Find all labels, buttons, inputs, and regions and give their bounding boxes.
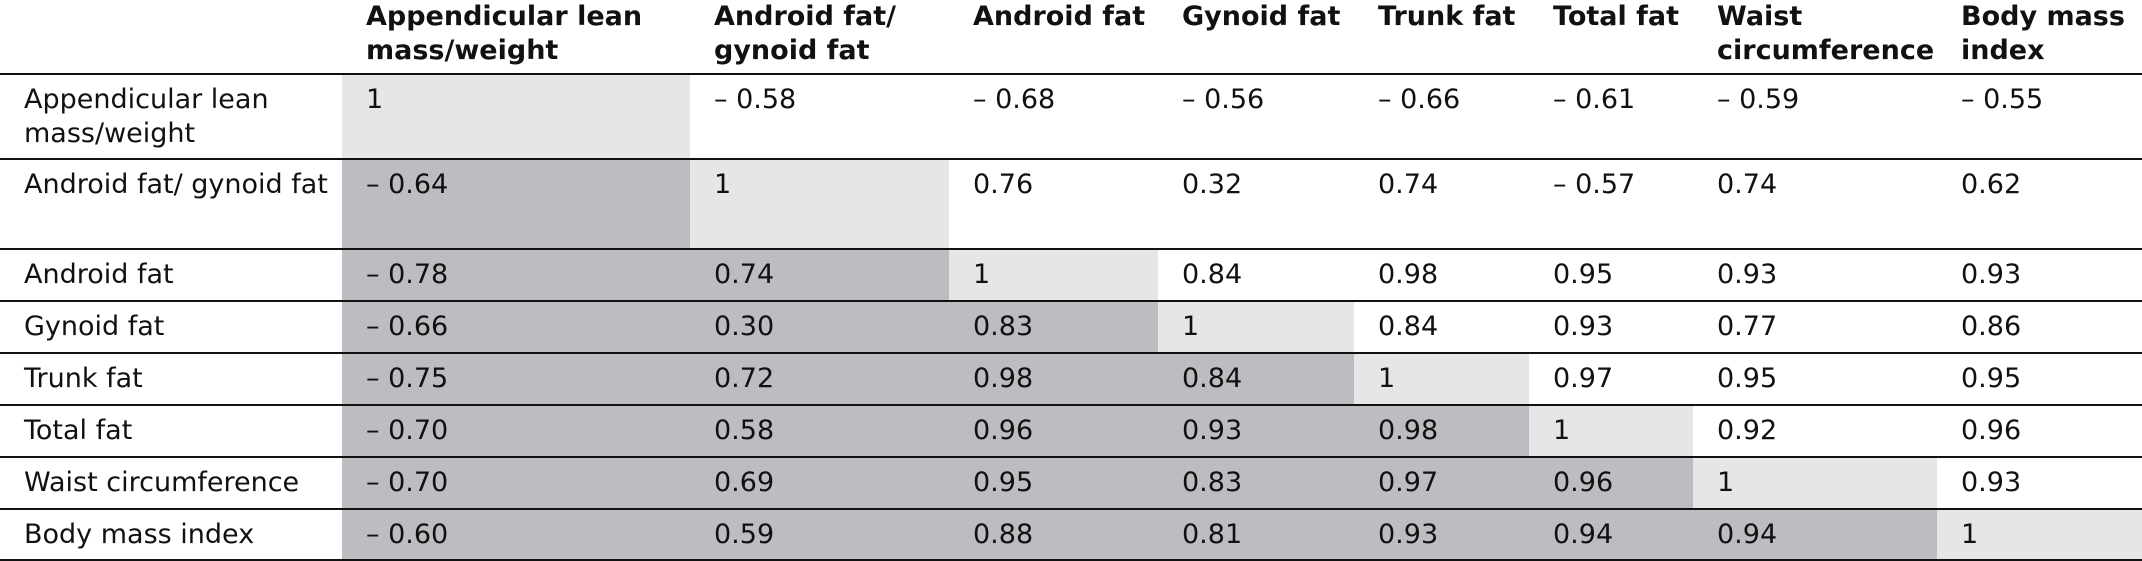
- cell: 0.83: [949, 302, 1158, 354]
- cell: – 0.55: [1937, 75, 2142, 160]
- cell: 0.95: [949, 458, 1158, 510]
- cell: – 0.66: [1354, 75, 1529, 160]
- cell: 0.98: [949, 354, 1158, 406]
- cell: 0.32: [1158, 160, 1354, 250]
- cell: 1: [342, 75, 690, 160]
- row-header: Body mass index: [0, 510, 342, 561]
- cell: 0.77: [1693, 302, 1937, 354]
- column-header: Android fat/ gynoid fat: [690, 0, 949, 75]
- cell: – 0.70: [342, 458, 690, 510]
- cell: 0.97: [1354, 458, 1529, 510]
- cell: 0.93: [1529, 302, 1693, 354]
- cell: 0.74: [1354, 160, 1529, 250]
- cell: 1: [1937, 510, 2142, 561]
- cell: – 0.78: [342, 250, 690, 302]
- cell: – 0.57: [1529, 160, 1693, 250]
- cell: – 0.56: [1158, 75, 1354, 160]
- cell: – 0.61: [1529, 75, 1693, 160]
- cell: 0.59: [690, 510, 949, 561]
- cell: 0.86: [1937, 302, 2142, 354]
- cell: 0.72: [690, 354, 949, 406]
- cell: 0.88: [949, 510, 1158, 561]
- column-header: Trunk fat: [1354, 0, 1529, 75]
- cell: 1: [949, 250, 1158, 302]
- cell: – 0.58: [690, 75, 949, 160]
- row-header: Appendicular lean mass/weight: [0, 75, 342, 160]
- cell: 0.95: [1937, 354, 2142, 406]
- cell: 0.58: [690, 406, 949, 458]
- row-header: Waist circumference: [0, 458, 342, 510]
- cell: – 0.60: [342, 510, 690, 561]
- cell: 0.93: [1937, 458, 2142, 510]
- cell: – 0.70: [342, 406, 690, 458]
- cell: 0.93: [1937, 250, 2142, 302]
- cell: 0.84: [1354, 302, 1529, 354]
- cell: 0.83: [1158, 458, 1354, 510]
- column-header: Gynoid fat: [1158, 0, 1354, 75]
- cell: 0.74: [1693, 160, 1937, 250]
- corner-cell: [0, 0, 342, 75]
- cell: 0.94: [1529, 510, 1693, 561]
- cell: 0.76: [949, 160, 1158, 250]
- row-header: Total fat: [0, 406, 342, 458]
- cell: 0.98: [1354, 406, 1529, 458]
- cell: – 0.68: [949, 75, 1158, 160]
- cell: – 0.64: [342, 160, 690, 250]
- row-header: Gynoid fat: [0, 302, 342, 354]
- row-header: Android fat: [0, 250, 342, 302]
- cell: 0.84: [1158, 354, 1354, 406]
- row-header: Trunk fat: [0, 354, 342, 406]
- cell: 0.84: [1158, 250, 1354, 302]
- cell: 0.92: [1693, 406, 1937, 458]
- column-header: Body mass index: [1937, 0, 2142, 75]
- cell: 0.69: [690, 458, 949, 510]
- cell: 0.93: [1158, 406, 1354, 458]
- cell: – 0.66: [342, 302, 690, 354]
- cell: 0.93: [1354, 510, 1529, 561]
- cell: 0.93: [1693, 250, 1937, 302]
- cell: 0.95: [1529, 250, 1693, 302]
- cell: 0.74: [690, 250, 949, 302]
- cell: 1: [690, 160, 949, 250]
- cell: – 0.75: [342, 354, 690, 406]
- row-header: Android fat/ gynoid fat: [0, 160, 342, 250]
- cell: 0.95: [1693, 354, 1937, 406]
- cell: 0.98: [1354, 250, 1529, 302]
- cell: 0.96: [1529, 458, 1693, 510]
- cell: 0.96: [1937, 406, 2142, 458]
- cell: 0.96: [949, 406, 1158, 458]
- cell: 0.94: [1693, 510, 1937, 561]
- cell: – 0.59: [1693, 75, 1937, 160]
- cell: 0.30: [690, 302, 949, 354]
- cell: 0.62: [1937, 160, 2142, 250]
- cell: 0.97: [1529, 354, 1693, 406]
- column-header: Waist circumference: [1693, 0, 1937, 75]
- column-header: Android fat: [949, 0, 1158, 75]
- cell: 0.81: [1158, 510, 1354, 561]
- column-header: Total fat: [1529, 0, 1693, 75]
- cell: 1: [1529, 406, 1693, 458]
- cell: 1: [1693, 458, 1937, 510]
- column-header: Appendicular lean mass/weight: [342, 0, 690, 75]
- cell: 1: [1158, 302, 1354, 354]
- cell: 1: [1354, 354, 1529, 406]
